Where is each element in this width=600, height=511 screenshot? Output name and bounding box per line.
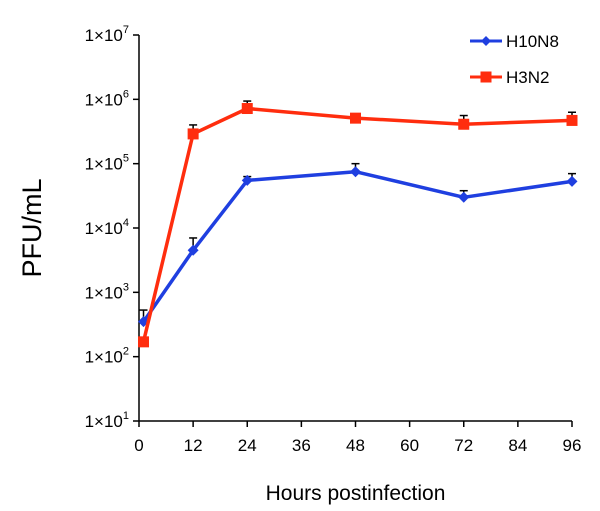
data-point	[458, 191, 470, 203]
x-tick-label: 0	[134, 436, 143, 455]
data-point	[350, 166, 361, 178]
x-tick-label: 72	[454, 436, 473, 455]
y-axis-title: PFU/mL	[17, 178, 47, 277]
data-point	[241, 103, 253, 115]
data-point	[138, 336, 150, 348]
x-tick-label: 48	[346, 436, 365, 455]
x-axis-ticks: 0 12 24 36 48 60 72 84 96	[134, 421, 581, 455]
legend: H10N8 H3N2	[470, 32, 559, 87]
series-line	[141, 106, 573, 343]
y-tick-label: 1×101	[85, 410, 129, 431]
axes	[138, 35, 572, 422]
data-point	[350, 112, 361, 124]
y-tick-label: 1×106	[85, 88, 129, 109]
y-tick-label: 1×103	[85, 281, 129, 302]
x-tick-label: 96	[563, 436, 582, 455]
data-point	[566, 114, 578, 126]
legend-label: H3N2	[506, 68, 549, 87]
data-point	[566, 175, 578, 187]
x-axis-title: Hours postinfection	[266, 482, 446, 505]
series-layer	[138, 100, 578, 348]
series-line	[142, 169, 573, 323]
data-point	[241, 174, 253, 186]
legend-item: H3N2	[470, 68, 549, 87]
x-tick-label: 24	[238, 436, 257, 455]
y-tick-label: 1×102	[85, 346, 129, 367]
x-tick-label: 60	[400, 436, 419, 455]
legend-marker	[480, 71, 492, 83]
data-point	[458, 118, 470, 130]
y-tick-label: 1×104	[85, 217, 129, 238]
legend-item: H10N8	[470, 32, 559, 51]
y-tick-label: 1×107	[85, 24, 129, 45]
x-tick-label: 12	[184, 436, 203, 455]
legend-label: H10N8	[506, 32, 559, 51]
data-point	[187, 244, 199, 256]
series-h3n2	[138, 100, 578, 348]
x-tick-label: 36	[292, 436, 311, 455]
x-tick-label: 84	[508, 436, 527, 455]
legend-marker	[481, 36, 491, 46]
data-point	[187, 128, 199, 140]
y-tick-label: 1×105	[85, 153, 129, 174]
y-axis-ticks: 1×101 1×102 1×103 1×104 1×105 1×106 1×107	[85, 24, 139, 431]
series-h10n8	[138, 162, 578, 328]
